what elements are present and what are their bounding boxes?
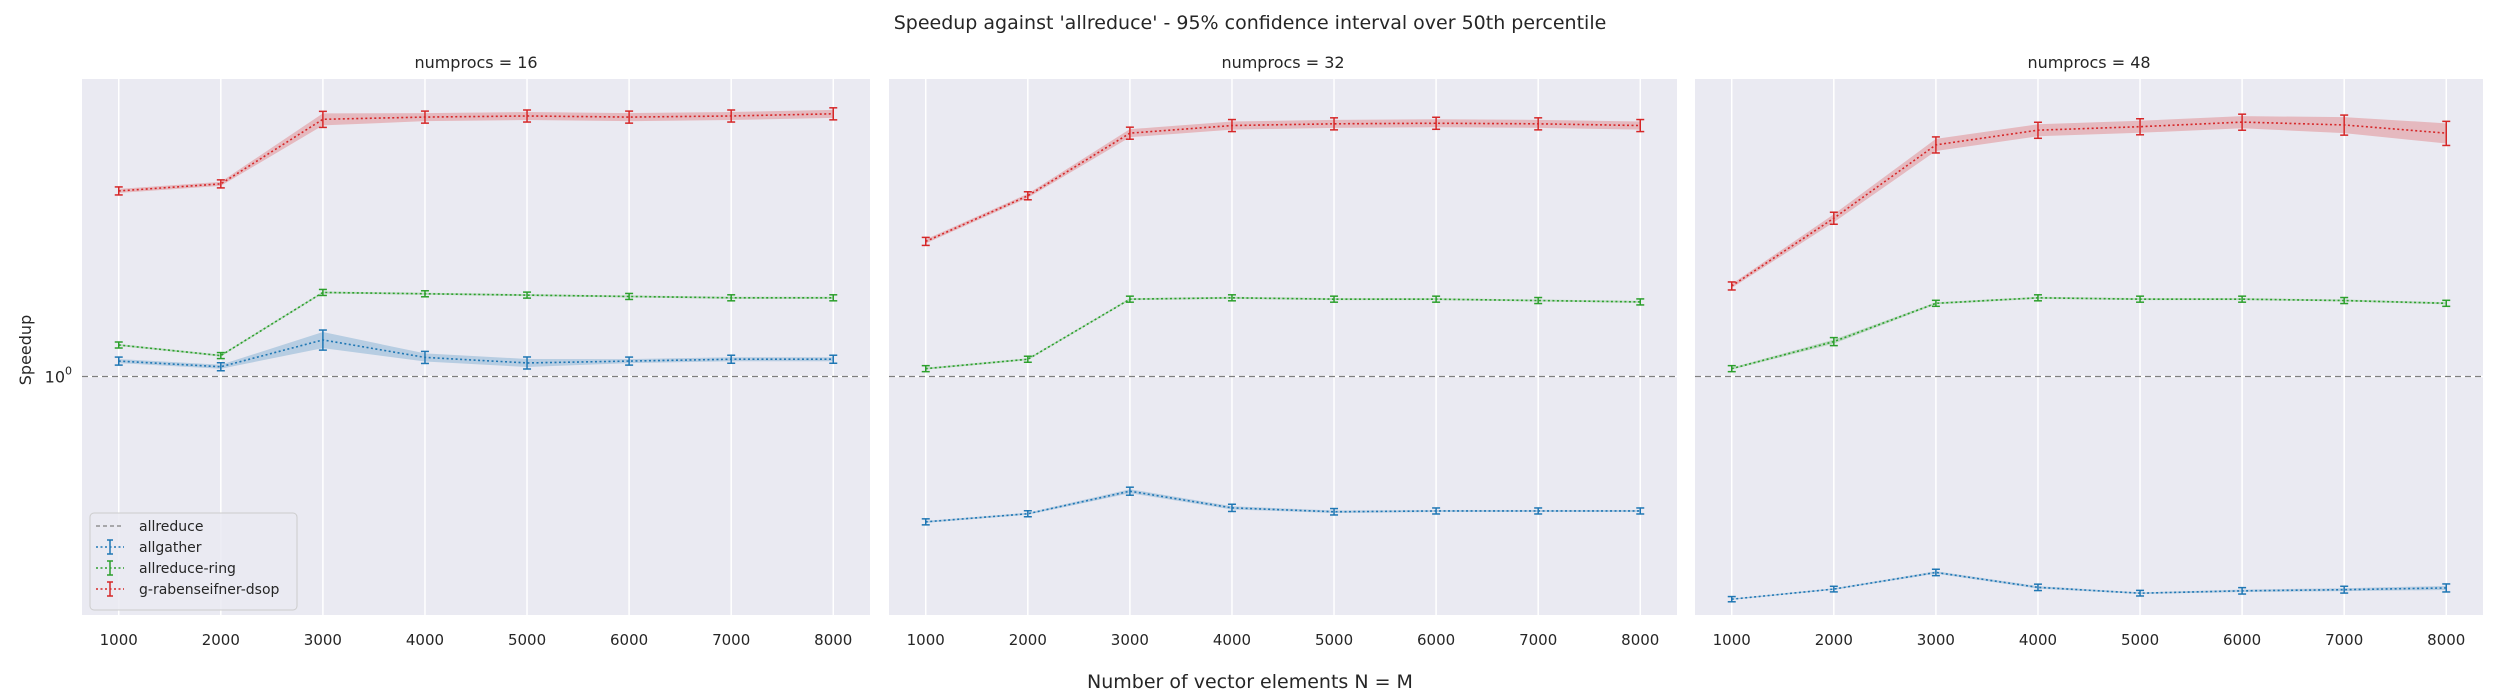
x-tick-label: 3000 (1111, 631, 1149, 649)
x-tick-label: 1000 (907, 631, 945, 649)
x-tick-label: 8000 (1621, 631, 1659, 649)
x-tick-label: 6000 (610, 631, 648, 649)
y-axis-label: Speedup (16, 315, 35, 385)
series-line (925, 297, 1641, 370)
x-tick-label: 2000 (1815, 631, 1853, 649)
plot-area (1695, 79, 2483, 615)
series-allgather (1727, 568, 2451, 603)
series-line (925, 490, 1641, 523)
x-tick-label: 8000 (814, 631, 852, 649)
figure-title: Speedup against 'allreduce' - 95% confid… (894, 12, 1607, 34)
x-tick-label: 7000 (1519, 631, 1557, 649)
ci-band (1731, 116, 2447, 288)
y-tick-label: 100 (45, 365, 72, 387)
series-line (118, 291, 834, 357)
legend-label: allreduce-ring (139, 561, 236, 577)
x-tick-label: 4000 (1213, 631, 1251, 649)
x-tick-label: 8000 (2427, 631, 2465, 649)
x-tick-label: 5000 (508, 631, 546, 649)
series-g-rabenseifner-dsop (921, 116, 1645, 247)
x-tick-label: 5000 (2121, 631, 2159, 649)
panel-2: 1000 2000 3000 4000 5000 6000 7000 8000 numprocs… (1695, 53, 2483, 649)
x-tick-label: 3000 (304, 631, 342, 649)
series-allreduce-ring (1727, 294, 2451, 373)
legend: allreduce allgather allreduce-ring g-rabens… (89, 512, 298, 611)
x-tick-label: 6000 (2223, 631, 2261, 649)
series-allreduce-ring (921, 294, 1645, 373)
x-axis-label: Number of vector elements N = M (1087, 671, 1413, 693)
series-line (118, 112, 834, 192)
plot-area (889, 79, 1677, 615)
series-line (925, 122, 1641, 243)
panels: 1000 2000 3000 4000 5000 6000 7000 8000 numprocs… (45, 53, 2483, 649)
series-g-rabenseifner-dsop (1727, 113, 2451, 291)
x-tick-label: 1000 (100, 631, 138, 649)
series-allgather (114, 329, 838, 372)
x-tick-label: 5000 (1315, 631, 1353, 649)
series-g-rabenseifner-dsop (114, 107, 838, 196)
x-tick-label: 6000 (1417, 631, 1455, 649)
legend-label: allreduce (139, 519, 204, 535)
ci-band (118, 332, 834, 369)
legend-box (89, 512, 298, 611)
ci-band (118, 291, 834, 357)
series-line (1731, 121, 2447, 287)
panel-title: numprocs = 16 (414, 53, 537, 72)
legend-label: g-rabenseifner-dsop (139, 582, 280, 598)
x-tick-label: 7000 (2325, 631, 2363, 649)
panel-1: 1000 2000 3000 4000 5000 6000 7000 8000 numprocs… (889, 53, 1677, 649)
panel-title: numprocs = 32 (1221, 53, 1344, 72)
x-tick-label: 3000 (1917, 631, 1955, 649)
ci-band (118, 109, 834, 193)
series-allgather (921, 486, 1645, 526)
series-allreduce-ring (114, 288, 838, 360)
x-tick-label: 2000 (202, 631, 240, 649)
panel-title: numprocs = 48 (2027, 53, 2150, 72)
x-tick-label: 4000 (2019, 631, 2057, 649)
ci-band (925, 119, 1641, 244)
series-line (1731, 571, 2447, 600)
legend-label: allgather (139, 540, 202, 556)
x-tick-label: 4000 (406, 631, 444, 649)
x-tick-label: 7000 (712, 631, 750, 649)
x-tick-label: 1000 (1713, 631, 1751, 649)
x-tick-label: 2000 (1009, 631, 1047, 649)
